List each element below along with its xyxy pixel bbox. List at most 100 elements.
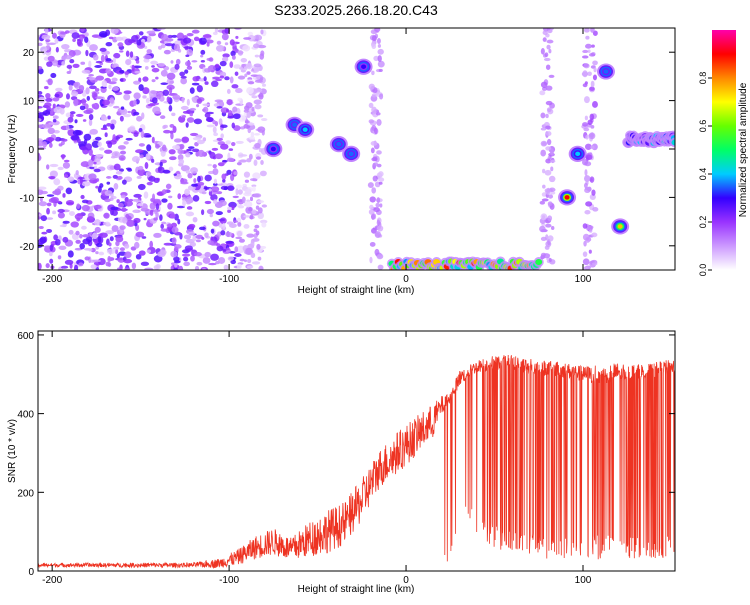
heatmap-cell <box>216 245 224 252</box>
heatmap-cell <box>127 126 136 132</box>
heatmap-cell <box>250 131 255 138</box>
heatmap-cell <box>57 166 64 171</box>
heatmap-cell <box>172 94 181 100</box>
heatmap-cell <box>157 251 166 258</box>
heatmap-cell <box>179 71 186 77</box>
heatmap-cell <box>38 91 43 95</box>
heatmap-cell <box>117 42 124 48</box>
heatmap-cell <box>371 213 377 220</box>
heatmap-cell <box>229 39 235 46</box>
heatmap-cell <box>189 241 197 247</box>
heatmap-cell <box>216 243 221 247</box>
heatmap-cell <box>112 57 116 64</box>
heatmap-cell <box>47 78 53 86</box>
heatmap-feature-blob-5 <box>264 140 283 158</box>
heatmap-cell <box>131 262 137 270</box>
heatmap-cell <box>110 206 119 211</box>
heatmap-cell <box>227 115 235 119</box>
heatmap-cell <box>204 112 211 118</box>
heatmap-cell <box>192 235 197 242</box>
heatmap-cell <box>371 106 377 113</box>
heatmap-cell <box>173 138 182 143</box>
heatmap-cell <box>170 132 174 140</box>
heatmap-cell <box>587 71 592 76</box>
heatmap-cell <box>89 166 95 170</box>
heatmap-cell <box>91 104 96 109</box>
heatmap-cell <box>74 247 83 251</box>
heatmap-cell <box>46 207 50 215</box>
heatmap-cell <box>540 140 548 147</box>
heatmap-cell <box>147 103 156 107</box>
heatmap-cell <box>143 54 152 60</box>
heatmap-cell <box>191 82 200 86</box>
heatmap-cell <box>201 191 207 195</box>
heatmap-cell <box>46 228 53 233</box>
heatmap-cell <box>80 61 86 65</box>
heatmap-cell <box>78 84 85 92</box>
heatmap-cell <box>236 162 242 166</box>
heatmap-cell <box>111 225 119 233</box>
heatmap-cell <box>250 252 256 259</box>
heatmap-cell <box>38 112 47 116</box>
heatmap-cell <box>53 178 61 186</box>
heatmap-cell <box>589 176 595 183</box>
heatmap-cell <box>238 238 245 243</box>
heatmap-cell <box>256 200 265 204</box>
heatmap-cell <box>155 143 160 149</box>
heatmap-cell <box>45 263 50 269</box>
heatmap-cell <box>260 29 264 35</box>
heatmap-cell <box>38 201 48 207</box>
heatmap-cell <box>177 193 182 200</box>
heatmap-cell <box>171 34 178 38</box>
heatmap-cell <box>227 185 235 191</box>
heatmap-cell <box>171 226 179 234</box>
heatmap-cell <box>257 256 262 261</box>
heatmap-feature-blob-4 <box>342 145 361 162</box>
heatmap-cell <box>104 190 113 197</box>
heatmap-cell <box>97 235 102 244</box>
heatmap-cell <box>229 61 234 68</box>
snr-frame <box>37 330 676 572</box>
heatmap-cell <box>74 264 79 270</box>
heatmap-cell <box>591 189 596 196</box>
heatmap-cell <box>368 102 374 109</box>
heatmap-cell <box>151 67 160 73</box>
heatmap-cell <box>85 87 90 95</box>
heatmap-cell <box>151 136 155 144</box>
heatmap-cell <box>584 186 590 191</box>
heatmap-cell <box>178 158 185 165</box>
heatmap-cell <box>81 225 87 230</box>
heatmap-cell <box>168 104 173 112</box>
heatmap-cell <box>253 159 258 166</box>
heatmap-cell <box>49 258 54 264</box>
heatmap-cell <box>136 175 142 179</box>
heatmap-cell <box>217 183 224 186</box>
heatmap-cell <box>221 33 229 41</box>
heatmap-cell <box>176 205 185 209</box>
heatmap-cell <box>189 132 199 137</box>
heatmap-cell <box>125 58 132 66</box>
heatmap-cell <box>545 131 552 137</box>
heatmap-cell <box>189 87 195 94</box>
heatmap-cell <box>242 44 251 52</box>
heatmap-cell <box>210 194 218 201</box>
heatmap-cell <box>123 258 133 264</box>
heatmap-cell <box>246 265 254 269</box>
heatmap-cell <box>542 168 546 174</box>
heatmap-cell <box>163 129 171 134</box>
heatmap-cell <box>163 124 168 129</box>
heatmap-cell <box>227 256 234 261</box>
snr-y-ticks: 0 200 400 600 <box>17 331 675 578</box>
heatmap-cell <box>206 124 215 128</box>
heatmap-cell <box>186 49 193 57</box>
heatmap-cell <box>184 69 189 74</box>
heatmap-cell <box>246 158 252 163</box>
heatmap-cell <box>336 141 342 147</box>
heatmap-cell <box>581 55 589 59</box>
heatmap-cell <box>374 248 380 256</box>
heatmap-cell <box>70 221 79 228</box>
heatmap-cell <box>227 206 232 210</box>
snr-x-ticks: -200 -100 0 100 <box>42 331 592 586</box>
heatmap-cell <box>186 98 190 106</box>
heatmap-cell <box>226 88 231 95</box>
